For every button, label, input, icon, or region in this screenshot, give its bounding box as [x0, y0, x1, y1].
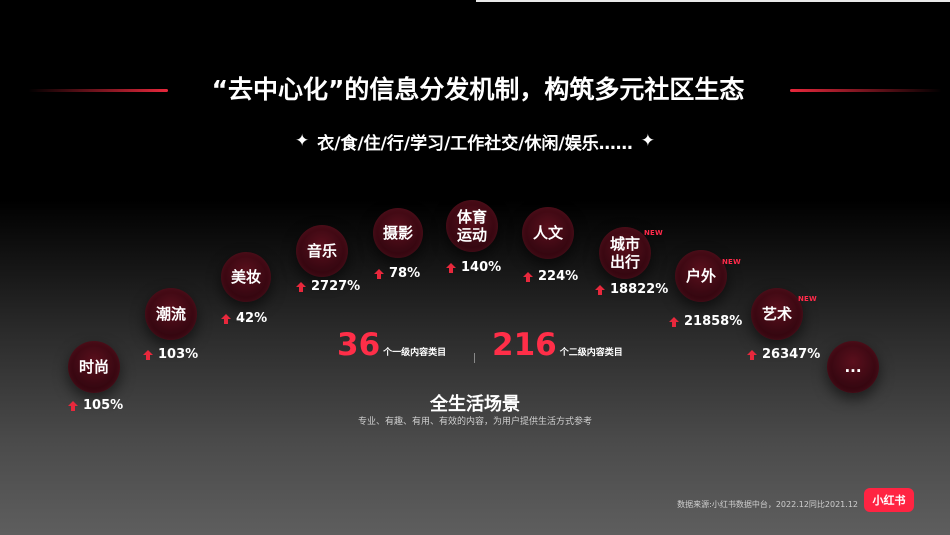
- up-arrow-icon: [68, 400, 78, 411]
- bubble-label: 体育 运动: [456, 208, 487, 244]
- bubble-music: 音乐: [296, 225, 348, 277]
- bubble-art: 艺术: [751, 288, 803, 340]
- level2-label: 个二级内容类目: [559, 348, 623, 358]
- new-badge: NEW: [798, 295, 817, 303]
- bubble-trend: 潮流: [145, 288, 197, 340]
- level2-count: 216 个二级内容类目: [492, 328, 623, 362]
- bubble-label: 人文: [532, 224, 563, 242]
- growth-value: 18822%: [610, 282, 669, 297]
- growth-value: 26347%: [762, 347, 821, 362]
- bubble-outdoor: 户外: [675, 250, 727, 302]
- growth-value: 21858%: [684, 314, 743, 329]
- growth-value: 224%: [538, 269, 579, 284]
- bubble-label: 户外: [685, 267, 716, 285]
- growth-stat: 26347%: [747, 347, 820, 362]
- growth-value: 78%: [389, 266, 421, 281]
- bubble-more: ...: [827, 341, 879, 393]
- bubble-beauty: 美妆: [221, 252, 271, 302]
- brand-logo: 小红书: [864, 488, 914, 512]
- bubble-label: ...: [844, 358, 862, 376]
- top-strip: [476, 0, 950, 2]
- bubble-label: 城市 出行: [609, 235, 640, 271]
- title-line-left: [28, 89, 168, 92]
- new-badge: NEW: [722, 258, 741, 266]
- growth-stat: 105%: [68, 398, 123, 413]
- up-arrow-icon: [221, 313, 231, 324]
- bubble-humanities: 人文: [522, 207, 574, 259]
- growth-value: 105%: [83, 398, 124, 413]
- level2-number: 216: [492, 327, 557, 363]
- divider: [474, 353, 475, 363]
- level1-label: 个一级内容类目: [383, 348, 447, 358]
- up-arrow-icon: [523, 271, 533, 282]
- growth-value: 103%: [158, 347, 199, 362]
- level1-number: 36: [337, 327, 381, 363]
- up-arrow-icon: [374, 268, 384, 279]
- bubble-fashion: 时尚: [68, 341, 120, 393]
- growth-stat: 42%: [221, 311, 267, 326]
- up-arrow-icon: [446, 262, 456, 273]
- subtitle-row: ✦ 衣/食/住/行/学习/工作社交/休闲/娱乐…… ✦: [270, 127, 680, 155]
- title-row: “去中心化”的信息分发机制，构筑多元社区生态: [0, 72, 950, 108]
- bubble-photography: 摄影: [373, 208, 423, 258]
- bubble-city-travel: 城市 出行: [599, 227, 651, 279]
- growth-stat: 78%: [374, 266, 420, 281]
- center-title: 全生活场景: [430, 394, 520, 415]
- growth-stat: 140%: [446, 260, 501, 275]
- title-line-right: [790, 89, 942, 92]
- level1-count: 36 个一级内容类目: [337, 328, 446, 362]
- up-arrow-icon: [143, 349, 153, 360]
- bubble-label: 摄影: [382, 224, 413, 242]
- bubble-label: 潮流: [155, 305, 186, 323]
- growth-stat: 2727%: [296, 279, 360, 294]
- growth-stat: 21858%: [669, 314, 742, 329]
- growth-stat: 18822%: [595, 282, 668, 297]
- growth-value: 140%: [461, 260, 502, 275]
- center-subtitle: 专业、有趣、有用、有效的内容，为用户提供生活方式参考: [357, 417, 592, 427]
- growth-stat: 224%: [523, 269, 578, 284]
- up-arrow-icon: [296, 281, 306, 292]
- sparkle-icon: ✦: [640, 130, 655, 151]
- bubble-label: 音乐: [306, 242, 337, 260]
- new-badge: NEW: [644, 229, 663, 237]
- bubble-sports: 体育 运动: [446, 200, 498, 252]
- up-arrow-icon: [747, 349, 757, 360]
- bubble-label: 美妆: [230, 268, 261, 286]
- bubble-label: 时尚: [78, 358, 109, 376]
- sparkle-icon: ✦: [295, 130, 310, 151]
- up-arrow-icon: [595, 284, 605, 295]
- source-note: 数据来源:小红书数据中台，2022.12同比2021.12: [677, 500, 858, 509]
- growth-stat: 103%: [143, 347, 198, 362]
- growth-value: 2727%: [311, 279, 361, 294]
- page-title: “去中心化”的信息分发机制，构筑多元社区生态: [211, 75, 745, 104]
- page-subtitle: 衣/食/住/行/学习/工作社交/休闲/娱乐……: [317, 133, 633, 154]
- up-arrow-icon: [669, 316, 679, 327]
- growth-value: 42%: [236, 311, 268, 326]
- bubble-label: 艺术: [761, 305, 792, 323]
